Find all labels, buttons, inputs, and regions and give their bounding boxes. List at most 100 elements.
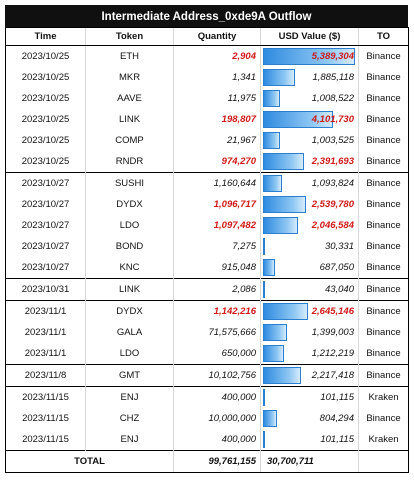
- table-row: 2023/10/25 MKR 1,341 1,885,118 Binance: [5, 67, 409, 88]
- usd-value-cell: 30,331: [260, 236, 359, 257]
- table-row: 2023/10/25 ETH 2,904 5,389,304 Binance: [5, 45, 409, 67]
- usd-value-text: 4,101,730: [311, 114, 354, 125]
- table-row: 2023/11/15 ENJ 400,000 101,115 Kraken: [5, 429, 409, 451]
- time-cell: 2023/11/15: [5, 429, 86, 451]
- table-row: 2023/10/25 COMP 21,967 1,003,525 Binance: [5, 130, 409, 151]
- time-cell: 2023/10/27: [5, 257, 86, 279]
- token-cell: LDO: [85, 343, 174, 365]
- quantity-cell: 915,048: [173, 257, 261, 279]
- usd-value-text: 1,008,522: [311, 93, 354, 104]
- usd-value-text: 5,389,304: [311, 51, 354, 62]
- table-row: 2023/11/15 ENJ 400,000 101,115 Kraken: [5, 386, 409, 408]
- time-cell: 2023/11/15: [5, 386, 86, 408]
- table-row: 2023/10/31 LINK 2,086 43,040 Binance: [5, 278, 409, 301]
- total-usd-cell: 30,700,711: [260, 450, 359, 473]
- table-row: 2023/10/27 KNC 915,048 687,050 Binance: [5, 257, 409, 279]
- usd-value-cell: 2,217,418: [260, 364, 359, 387]
- usd-value-cell: 804,294: [260, 408, 359, 429]
- usd-value-text: 2,046,584: [311, 220, 354, 231]
- time-cell: 2023/11/8: [5, 364, 86, 387]
- destination-cell: Binance: [358, 45, 409, 67]
- destination-cell: Binance: [358, 215, 409, 236]
- quantity-cell: 650,000: [173, 343, 261, 365]
- usd-value-text: 2,645,146: [311, 306, 354, 317]
- quantity-cell: 400,000: [173, 429, 261, 451]
- table-row: 2023/10/27 LDO 1,097,482 2,046,584 Binance: [5, 215, 409, 236]
- token-cell: GALA: [85, 322, 174, 343]
- usd-value-bar: [263, 69, 295, 86]
- quantity-cell: 198,807: [173, 109, 261, 130]
- destination-cell: Binance: [358, 300, 409, 322]
- usd-value-text: 1,885,118: [312, 72, 354, 83]
- usd-value-bar: [263, 367, 301, 384]
- usd-value-cell: 687,050: [260, 257, 359, 279]
- usd-value-cell: 1,885,118: [260, 67, 359, 88]
- quantity-cell: 1,160,644: [173, 172, 261, 194]
- destination-cell: Binance: [358, 88, 409, 109]
- quantity-cell: 1,142,216: [173, 300, 261, 322]
- destination-cell: Binance: [358, 109, 409, 130]
- destination-cell: Binance: [358, 322, 409, 343]
- usd-value-text: 2,391,693: [311, 156, 354, 167]
- token-cell: CHZ: [85, 408, 174, 429]
- destination-cell: Binance: [358, 236, 409, 257]
- time-cell: 2023/11/15: [5, 408, 86, 429]
- usd-value-bar: [263, 111, 333, 128]
- time-cell: 2023/10/25: [5, 109, 86, 130]
- column-header-usd-value: USD Value ($): [260, 27, 359, 46]
- usd-value-cell: 1,093,824: [260, 172, 359, 194]
- usd-value-text: 101,115: [320, 392, 354, 403]
- table-row: 2023/11/1 GALA 71,575,666 1,399,003 Binance: [5, 322, 409, 343]
- token-cell: DYDX: [85, 300, 174, 322]
- table-row: 2023/11/1 DYDX 1,142,216 2,645,146 Binance: [5, 300, 409, 322]
- total-label: TOTAL: [5, 450, 174, 473]
- quantity-cell: 71,575,666: [173, 322, 261, 343]
- time-cell: 2023/11/1: [5, 343, 86, 365]
- table-row: 2023/10/25 RNDR 974,270 2,391,693 Binance: [5, 151, 409, 173]
- token-cell: ETH: [85, 45, 174, 67]
- column-header-token: Token: [85, 27, 174, 46]
- time-cell: 2023/10/27: [5, 215, 86, 236]
- time-cell: 2023/11/1: [5, 322, 86, 343]
- table-body: 2023/10/25 ETH 2,904 5,389,304 Binance 2023/1…: [5, 45, 409, 451]
- usd-value-cell: 43,040: [260, 278, 359, 301]
- usd-value-cell: 5,389,304: [260, 45, 359, 67]
- usd-value-bar: [263, 48, 355, 65]
- token-cell: AAVE: [85, 88, 174, 109]
- usd-value-bar: [263, 90, 280, 107]
- quantity-cell: 21,967: [173, 130, 261, 151]
- usd-value-cell: 2,539,780: [260, 194, 359, 215]
- usd-value-text: 804,294: [319, 413, 354, 424]
- usd-value-text: 1,399,003: [311, 327, 354, 338]
- total-usd-value: 30,700,711: [267, 456, 314, 467]
- token-cell: SUSHI: [85, 172, 174, 194]
- destination-cell: Binance: [358, 67, 409, 88]
- usd-value-cell: 101,115: [260, 429, 359, 451]
- destination-cell: Binance: [358, 194, 409, 215]
- usd-value-text: 1,003,525: [311, 135, 354, 146]
- time-cell: 2023/10/27: [5, 236, 86, 257]
- token-cell: GMT: [85, 364, 174, 387]
- table-row: 2023/10/27 DYDX 1,096,717 2,539,780 Binance: [5, 194, 409, 215]
- usd-value-bar: [263, 324, 287, 341]
- usd-value-text: 101,115: [320, 434, 354, 445]
- destination-cell: Binance: [358, 130, 409, 151]
- usd-value-bar: [263, 431, 265, 448]
- usd-value-cell: 4,101,730: [260, 109, 359, 130]
- time-cell: 2023/10/25: [5, 130, 86, 151]
- usd-value-bar: [263, 259, 275, 276]
- column-header-time: Time: [5, 27, 86, 46]
- time-cell: 2023/10/25: [5, 45, 86, 67]
- usd-value-cell: 1,003,525: [260, 130, 359, 151]
- usd-value-text: 1,212,219: [311, 348, 354, 359]
- usd-value-bar: [263, 303, 308, 320]
- usd-value-cell: 1,008,522: [260, 88, 359, 109]
- table-row: 2023/11/1 LDO 650,000 1,212,219 Binance: [5, 343, 409, 365]
- usd-value-bar: [263, 153, 304, 170]
- quantity-cell: 400,000: [173, 386, 261, 408]
- token-cell: LINK: [85, 109, 174, 130]
- destination-cell: Binance: [358, 151, 409, 173]
- total-row: TOTAL 99,761,155 30,700,711: [5, 450, 409, 473]
- header-row: Time Token Quantity USD Value ($) TO: [5, 27, 409, 46]
- usd-value-bar: [263, 238, 265, 255]
